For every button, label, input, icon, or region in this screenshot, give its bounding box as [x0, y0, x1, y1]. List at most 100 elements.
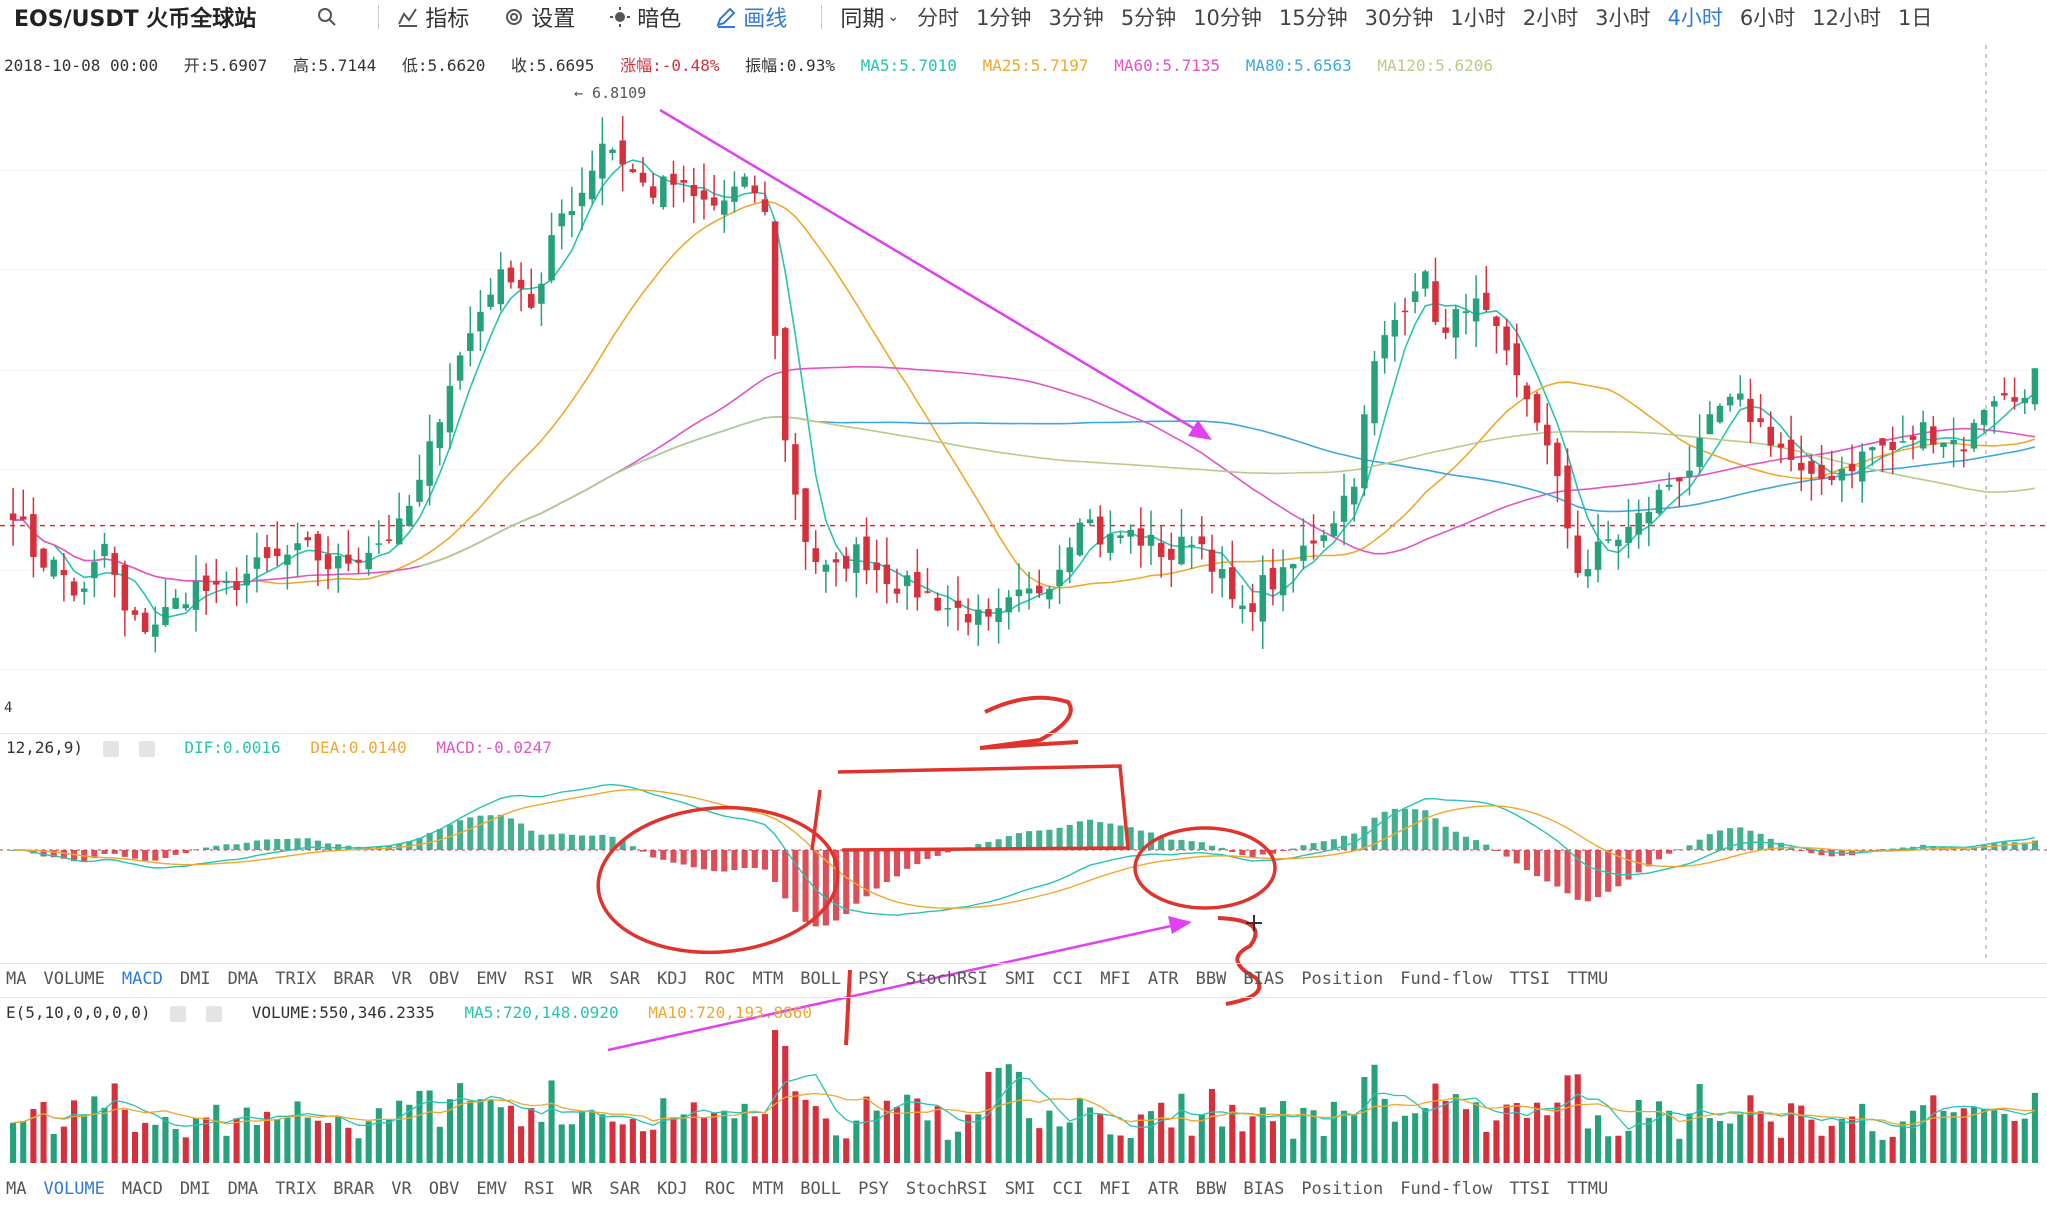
tab2-emv[interactable]: EMV: [476, 1179, 508, 1199]
tab1-obv[interactable]: OBV: [428, 969, 460, 989]
macd-histogram-bar: [1015, 833, 1022, 850]
tab1-atr[interactable]: ATR: [1147, 969, 1179, 989]
macd-close-icon[interactable]: [138, 740, 155, 757]
volume-bar: [396, 1100, 403, 1163]
tab1-stochrsi[interactable]: StochRSI: [905, 969, 988, 989]
tab2-bias[interactable]: BIAS: [1243, 1179, 1285, 1199]
draw-button[interactable]: 画线: [715, 1, 787, 33]
candle-body: [588, 170, 596, 200]
tab1-bias[interactable]: BIAS: [1243, 969, 1285, 989]
tab2-position[interactable]: Position: [1301, 1179, 1384, 1199]
settings-button[interactable]: 设置: [503, 1, 575, 33]
tab1-dma[interactable]: DMA: [227, 969, 259, 989]
tab1-sar[interactable]: SAR: [609, 969, 641, 989]
tab2-psy[interactable]: PSY: [858, 1179, 889, 1199]
tab1-macd[interactable]: MACD: [121, 969, 163, 989]
tab2-roc[interactable]: ROC: [704, 1179, 736, 1199]
theme-button[interactable]: 暗色: [609, 1, 681, 33]
tab2-fund-flow[interactable]: Fund-flow: [1400, 1179, 1493, 1199]
tab1-position[interactable]: Position: [1301, 969, 1384, 989]
hand-annotations: [596, 108, 1277, 1052]
tab1-dmi[interactable]: DMI: [179, 969, 211, 989]
tab2-vr[interactable]: VR: [391, 1179, 412, 1199]
tab2-ma[interactable]: MA: [6, 1179, 27, 1199]
period-13[interactable]: 1日: [1898, 6, 1933, 30]
tab1-psy[interactable]: PSY: [858, 969, 889, 989]
macd-value: MACD:-0.0247: [436, 738, 552, 757]
macd-histogram-bar: [10, 850, 17, 851]
tab2-atr[interactable]: ATR: [1147, 1179, 1179, 1199]
tab2-wr[interactable]: WR: [571, 1179, 593, 1199]
indicators-button[interactable]: 指标: [397, 1, 469, 33]
tab2-obv[interactable]: OBV: [428, 1179, 460, 1199]
tab1-bbw[interactable]: BBW: [1195, 969, 1227, 989]
tab1-ttsi[interactable]: TTSI: [1509, 969, 1551, 989]
macd-settings-icon[interactable]: [102, 740, 119, 757]
candle-body: [1869, 447, 1876, 451]
period-2[interactable]: 3分钟: [1048, 6, 1104, 30]
tab2-smi[interactable]: SMI: [1004, 1179, 1036, 1199]
tab1-mfi[interactable]: MFI: [1100, 969, 1131, 989]
tab1-roc[interactable]: ROC: [704, 969, 736, 989]
volume-close-icon[interactable]: [206, 1005, 223, 1022]
tab1-rsi[interactable]: RSI: [524, 969, 555, 989]
tab1-cci[interactable]: CCI: [1052, 969, 1084, 989]
tab2-bbw[interactable]: BBW: [1195, 1179, 1227, 1199]
tab1-fund-flow[interactable]: Fund-flow: [1400, 969, 1493, 989]
tab1-wr[interactable]: WR: [571, 969, 593, 989]
tab1-mtm[interactable]: MTM: [752, 969, 784, 989]
tab2-brar[interactable]: BRAR: [333, 1179, 375, 1199]
tab2-dma[interactable]: DMA: [227, 1179, 259, 1199]
tab1-ttmu[interactable]: TTMU: [1567, 969, 1609, 989]
tab2-rsi[interactable]: RSI: [524, 1179, 555, 1199]
period-12[interactable]: 12小时: [1812, 6, 1881, 30]
volume-bar: [985, 1071, 992, 1163]
tab1-kdj[interactable]: KDJ: [657, 969, 688, 989]
tab1-ma[interactable]: MA: [6, 969, 27, 989]
macd-histogram-bar: [883, 850, 890, 883]
volume-bar: [1960, 1108, 1967, 1163]
tab2-trix[interactable]: TRIX: [275, 1179, 317, 1199]
period-3[interactable]: 5分钟: [1120, 6, 1177, 30]
tab1-vr[interactable]: VR: [391, 969, 412, 989]
tab2-sar[interactable]: SAR: [609, 1179, 641, 1199]
tab2-ttmu[interactable]: TTMU: [1567, 1179, 1609, 1199]
tab2-kdj[interactable]: KDJ: [657, 1179, 688, 1199]
volume-bar: [1137, 1114, 1144, 1163]
tab2-macd[interactable]: MACD: [121, 1179, 163, 1199]
macd-histogram-bar: [1340, 835, 1348, 850]
volume-bar: [2021, 1118, 2028, 1163]
tab2-volume[interactable]: VOLUME: [43, 1179, 105, 1199]
period-10[interactable]: 4小时: [1667, 6, 1723, 30]
period-5[interactable]: 15分钟: [1278, 6, 1348, 30]
ma25-line: [13, 200, 2036, 589]
tab1-emv[interactable]: EMV: [476, 969, 508, 989]
period-7[interactable]: 1小时: [1450, 6, 1506, 30]
tab2-cci[interactable]: CCI: [1052, 1179, 1084, 1199]
period-0[interactable]: 分时: [917, 6, 960, 30]
period-9[interactable]: 3小时: [1595, 6, 1651, 30]
sync-button[interactable]: 同期 ⌄: [840, 1, 899, 33]
tab1-trix[interactable]: TRIX: [275, 969, 317, 989]
period-8[interactable]: 2小时: [1522, 6, 1579, 30]
tab2-stochrsi[interactable]: StochRSI: [905, 1179, 988, 1199]
tab2-boll[interactable]: BOLL: [800, 1179, 842, 1199]
tab1-volume[interactable]: VOLUME: [43, 969, 105, 989]
tab2-mfi[interactable]: MFI: [1100, 1179, 1131, 1199]
period-11[interactable]: 6小时: [1739, 6, 1796, 30]
tab1-smi[interactable]: SMI: [1004, 969, 1036, 989]
tab2-dmi[interactable]: DMI: [179, 1179, 211, 1199]
volume-bar: [81, 1114, 88, 1163]
volume-bar: [700, 1117, 708, 1163]
tab2-mtm[interactable]: MTM: [752, 1179, 784, 1199]
search-button[interactable]: [316, 6, 344, 28]
tab1-boll[interactable]: BOLL: [800, 969, 842, 989]
period-6[interactable]: 30分钟: [1364, 6, 1434, 30]
volume-settings-icon[interactable]: [170, 1005, 187, 1022]
period-1[interactable]: 1分钟: [976, 6, 1032, 30]
volume-bar: [599, 1114, 606, 1163]
tab1-brar[interactable]: BRAR: [333, 969, 375, 989]
tab2-ttsi[interactable]: TTSI: [1509, 1179, 1551, 1199]
period-4[interactable]: 10分钟: [1193, 6, 1262, 30]
